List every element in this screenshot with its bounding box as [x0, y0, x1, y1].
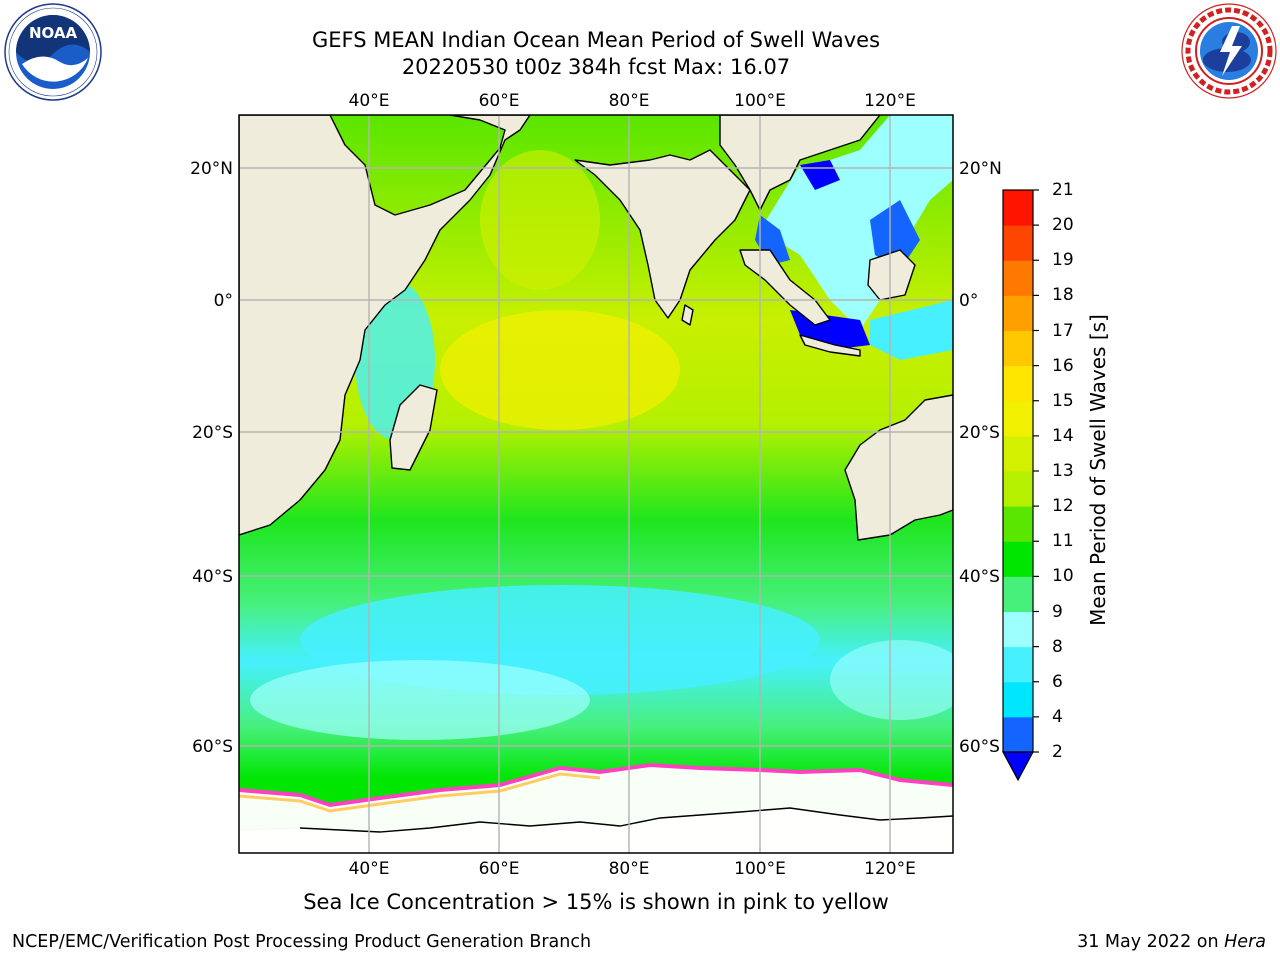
lon-label-top: 40°E [349, 91, 390, 111]
colorbar-segment [1003, 330, 1033, 367]
colorbar-segment [1003, 295, 1033, 331]
colorbar-segment [1003, 365, 1033, 402]
colorbar-tick-label: 12 [1052, 496, 1074, 517]
colorbar-tick-label: 2 [1052, 742, 1063, 762]
colorbar-segment [1003, 576, 1033, 612]
colorbar-segment [1003, 716, 1033, 753]
noaa-logo-icon: NOAA [4, 3, 102, 101]
colorbar-segment [1003, 611, 1033, 648]
colorbar-segment [1003, 260, 1033, 296]
lat-label-right: 60°S [959, 737, 1000, 757]
gridlines [239, 115, 953, 853]
lon-label-bottom: 100°E [734, 859, 786, 879]
sea-ice-edge [239, 762, 953, 808]
colorbar [1001, 189, 1039, 782]
lat-label-left: 20°N [190, 159, 233, 179]
colorbar-title: Mean Period of Swell Waves [s] [1086, 314, 1110, 626]
lon-label-top: 60°E [479, 91, 520, 111]
colorbar-segment [1003, 471, 1033, 507]
colorbar-segment [1003, 435, 1033, 472]
colorbar-tick-label: 9 [1052, 601, 1063, 622]
colorbar-segment [1003, 506, 1033, 542]
sea-ice-note: Sea Ice Concentration > 15% is shown in … [303, 890, 889, 914]
lat-label-left: 20°S [192, 423, 233, 443]
colorbar-tick-label: 13 [1052, 461, 1074, 481]
colorbar-tick-label: 20 [1052, 215, 1074, 236]
colorbar-segment [1003, 646, 1033, 683]
lon-label-bottom: 80°E [609, 859, 650, 879]
colorbar-tick-label: 6 [1052, 671, 1063, 692]
colorbar-segment [1003, 681, 1033, 718]
lon-label-top: 80°E [609, 91, 650, 111]
colorbar-tick-label: 18 [1052, 285, 1074, 306]
colorbar-tick-label: 16 [1052, 355, 1074, 376]
footer-credit: NCEP/EMC/Verification Post Processing Pr… [12, 932, 592, 952]
lat-label-right: 20°N [959, 159, 1002, 179]
lat-label-left: 0° [214, 291, 233, 311]
colorbar-tick-label: 15 [1052, 390, 1074, 411]
colorbar-tick-label: 8 [1052, 636, 1063, 657]
colorbar-tick-label: 19 [1052, 250, 1074, 271]
colorbar-segment [1003, 400, 1033, 437]
lat-label-right: 20°S [959, 423, 1000, 443]
footer-machine: Hera [1224, 932, 1266, 952]
chart-title: GEFS MEAN Indian Ocean Mean Period of Sw… [311, 28, 881, 52]
colorbar-tick-label: 10 [1052, 566, 1074, 587]
nws-logo-icon [1181, 3, 1277, 99]
map-frame [238, 114, 954, 854]
lat-label-right: 0° [959, 291, 978, 311]
colorbar-segment [1003, 190, 1033, 226]
lon-label-top: 100°E [734, 91, 786, 111]
lat-label-right: 40°S [959, 567, 1000, 587]
colorbar-under-extension [1001, 751, 1035, 782]
chart-subtitle: 20220530 t00z 384h fcst Max: 16.07 [401, 55, 791, 79]
lat-label-left: 60°S [192, 737, 233, 757]
lat-label-left: 40°S [192, 567, 233, 587]
colorbar-tick-label: 11 [1052, 531, 1074, 552]
sea-ice-region [239, 765, 953, 853]
lon-label-top: 120°E [864, 91, 916, 111]
noaa-logo-text: NOAA [29, 24, 78, 42]
colorbar-segment [1003, 541, 1033, 577]
colorbar-tick-label: 4 [1052, 706, 1063, 727]
lon-label-bottom: 40°E [349, 859, 390, 879]
footer-date: 31 May 2022 on Hera [1077, 932, 1266, 952]
colorbar-tick-label: 21 [1052, 180, 1074, 200]
footer-date-text: 31 May 2022 on [1077, 932, 1225, 952]
colorbar-tick-label: 14 [1052, 425, 1074, 446]
colorbar-tick-label: 17 [1052, 320, 1074, 341]
lon-label-bottom: 120°E [864, 859, 916, 879]
colorbar-segment [1003, 225, 1033, 261]
lon-label-bottom: 60°E [479, 859, 520, 879]
